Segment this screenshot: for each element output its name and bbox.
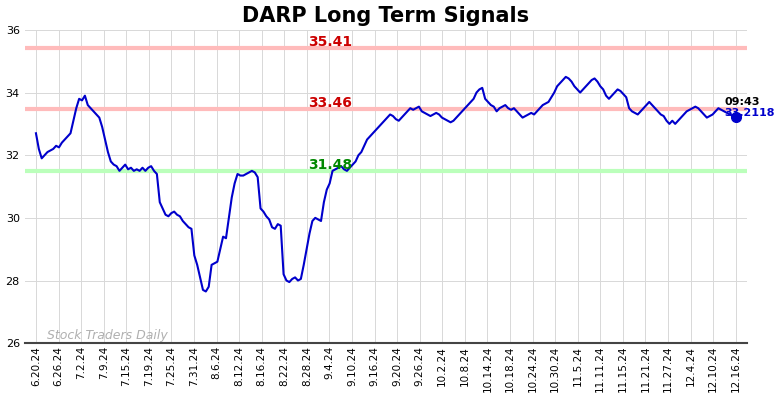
- Title: DARP Long Term Signals: DARP Long Term Signals: [242, 6, 529, 25]
- Text: 09:43: 09:43: [724, 97, 760, 107]
- Text: 33.46: 33.46: [308, 96, 352, 110]
- Text: 33.2118: 33.2118: [724, 108, 775, 118]
- Text: Stock Traders Daily: Stock Traders Daily: [47, 330, 168, 342]
- Text: 31.48: 31.48: [308, 158, 352, 172]
- Text: 35.41: 35.41: [308, 35, 352, 49]
